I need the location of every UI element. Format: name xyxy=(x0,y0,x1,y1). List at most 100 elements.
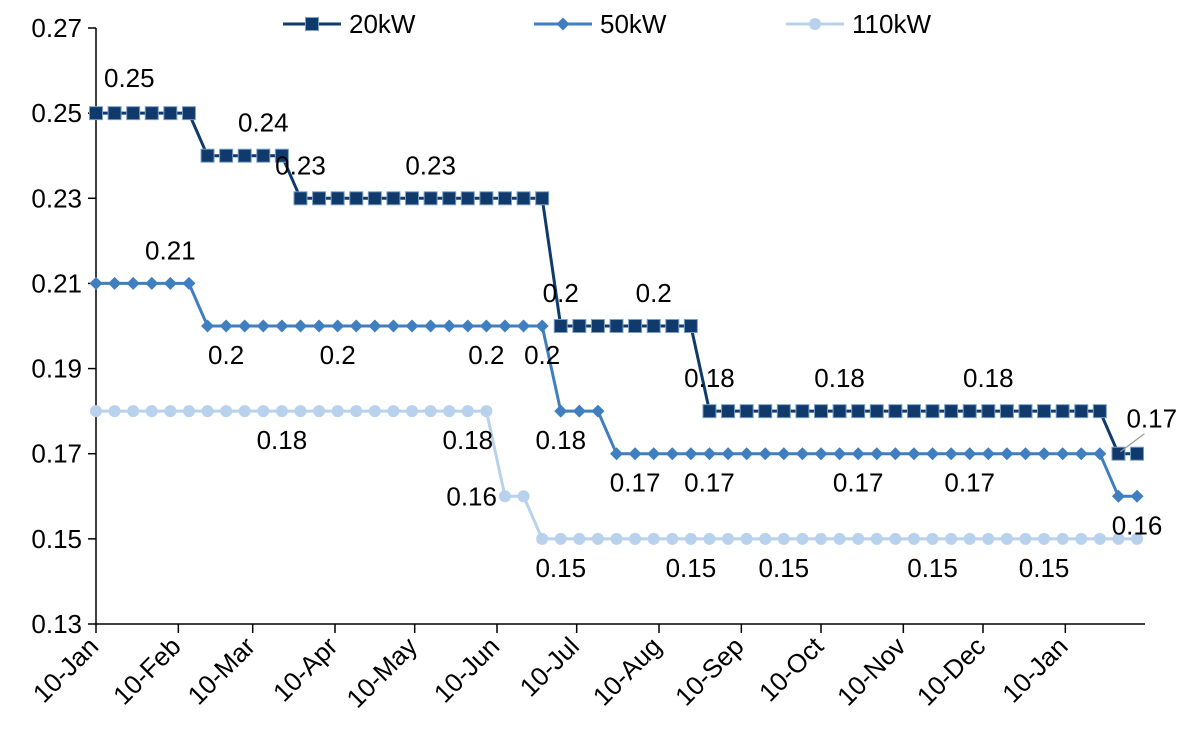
point-20kw xyxy=(386,191,401,206)
y-tick-label: 0.13 xyxy=(31,609,82,639)
data-label-20kw: 0.23 xyxy=(405,150,456,180)
point-50kw xyxy=(721,447,735,461)
point-110kw xyxy=(480,405,493,418)
x-tick-label: 10-Jul xyxy=(514,631,585,702)
point-20kw xyxy=(553,319,568,333)
point-50kw xyxy=(1018,447,1032,461)
point-20kw xyxy=(1055,404,1070,419)
point-50kw xyxy=(684,447,698,461)
point-50kw xyxy=(386,319,400,333)
point-20kw xyxy=(851,404,866,419)
point-50kw xyxy=(907,447,921,461)
data-label-20kw: 0.17 xyxy=(1126,404,1177,434)
point-50kw xyxy=(368,319,382,333)
legend: 20kW 50kW 110kW xyxy=(283,9,931,39)
point-110kw xyxy=(666,532,679,545)
point-50kw xyxy=(108,276,122,290)
legend-item-110kw: 110kW xyxy=(786,9,931,39)
x-tick-label: 10-Oct xyxy=(753,630,830,707)
point-110kw xyxy=(629,532,642,545)
point-110kw xyxy=(406,405,419,418)
data-label-50kw: 0.18 xyxy=(535,425,586,455)
point-50kw xyxy=(126,276,140,290)
point-20kw xyxy=(1130,446,1145,461)
point-50kw xyxy=(833,447,847,461)
data-label-110kw: 0.15 xyxy=(666,553,717,583)
point-50kw xyxy=(145,276,159,290)
point-20kw xyxy=(442,191,457,206)
point-50kw xyxy=(1111,489,1125,503)
data-label-50kw: 0.2 xyxy=(524,340,560,370)
point-50kw xyxy=(554,404,568,418)
point-50kw xyxy=(219,319,233,333)
y-tick-label: 0.27 xyxy=(31,13,82,43)
data-label-110kw: 0.15 xyxy=(535,553,586,583)
y-tick-label: 0.21 xyxy=(31,268,82,298)
point-50kw xyxy=(702,447,716,461)
point-50kw xyxy=(963,447,977,461)
data-label-20kw: 0.2 xyxy=(636,278,672,308)
point-50kw xyxy=(628,447,642,461)
point-20kw xyxy=(683,319,698,333)
x-tick-label: 10-Nov xyxy=(831,631,911,711)
data-label-20kw: 0.2 xyxy=(543,278,579,308)
point-50kw xyxy=(888,447,902,461)
data-label-20kw: 0.23 xyxy=(275,150,326,180)
point-20kw xyxy=(962,404,977,419)
point-50kw xyxy=(1000,447,1014,461)
point-50kw xyxy=(1130,489,1144,503)
point-20kw xyxy=(535,191,550,206)
data-label-50kw: 0.17 xyxy=(833,468,884,498)
point-50kw xyxy=(814,447,828,461)
point-110kw xyxy=(517,490,530,503)
point-20kw xyxy=(906,404,921,419)
point-20kw xyxy=(312,191,327,206)
point-50kw xyxy=(1037,447,1051,461)
data-label-50kw: 0.17 xyxy=(944,468,995,498)
point-110kw xyxy=(387,405,400,418)
point-110kw xyxy=(703,532,716,545)
point-20kw xyxy=(274,148,289,163)
point-50kw xyxy=(256,319,270,333)
point-110kw xyxy=(127,405,140,418)
point-110kw xyxy=(852,532,865,545)
point-50kw xyxy=(610,447,624,461)
point-110kw xyxy=(164,405,177,418)
point-20kw xyxy=(237,148,252,163)
x-tick-label: 10-Dec xyxy=(911,631,991,711)
point-110kw xyxy=(461,405,474,418)
point-20kw xyxy=(144,106,159,121)
point-20kw xyxy=(739,404,754,419)
point-50kw xyxy=(293,319,307,333)
data-label-110kw: 0.15 xyxy=(907,553,958,583)
legend-swatch-marker xyxy=(556,17,570,31)
x-tick-label: 10-May xyxy=(340,631,423,714)
data-label-20kw: 0.24 xyxy=(238,108,289,138)
point-50kw xyxy=(647,447,661,461)
point-20kw xyxy=(460,191,475,206)
point-110kw xyxy=(1019,532,1032,545)
point-20kw xyxy=(1018,404,1033,419)
point-20kw xyxy=(256,148,271,163)
y-tick-label: 0.17 xyxy=(31,439,82,469)
point-20kw xyxy=(107,106,122,121)
series-line-20kw xyxy=(96,111,1137,456)
point-20kw xyxy=(832,404,847,419)
data-label-110kw: 0.16 xyxy=(446,481,497,511)
point-20kw xyxy=(721,404,736,419)
point-50kw xyxy=(461,319,475,333)
point-110kw xyxy=(182,405,195,418)
point-110kw xyxy=(331,405,344,418)
point-110kw xyxy=(889,532,902,545)
data-label-50kw: 0.21 xyxy=(145,235,196,265)
x-tick-label: 10-Sep xyxy=(669,631,749,711)
point-110kw xyxy=(1112,532,1125,545)
point-110kw xyxy=(777,532,790,545)
x-tick-label: 10-Jan xyxy=(996,631,1073,708)
y-tick-label: 0.25 xyxy=(31,98,82,128)
point-20kw xyxy=(628,319,643,333)
point-50kw xyxy=(163,276,177,290)
point-50kw xyxy=(535,319,549,333)
point-20kw xyxy=(1092,404,1107,419)
